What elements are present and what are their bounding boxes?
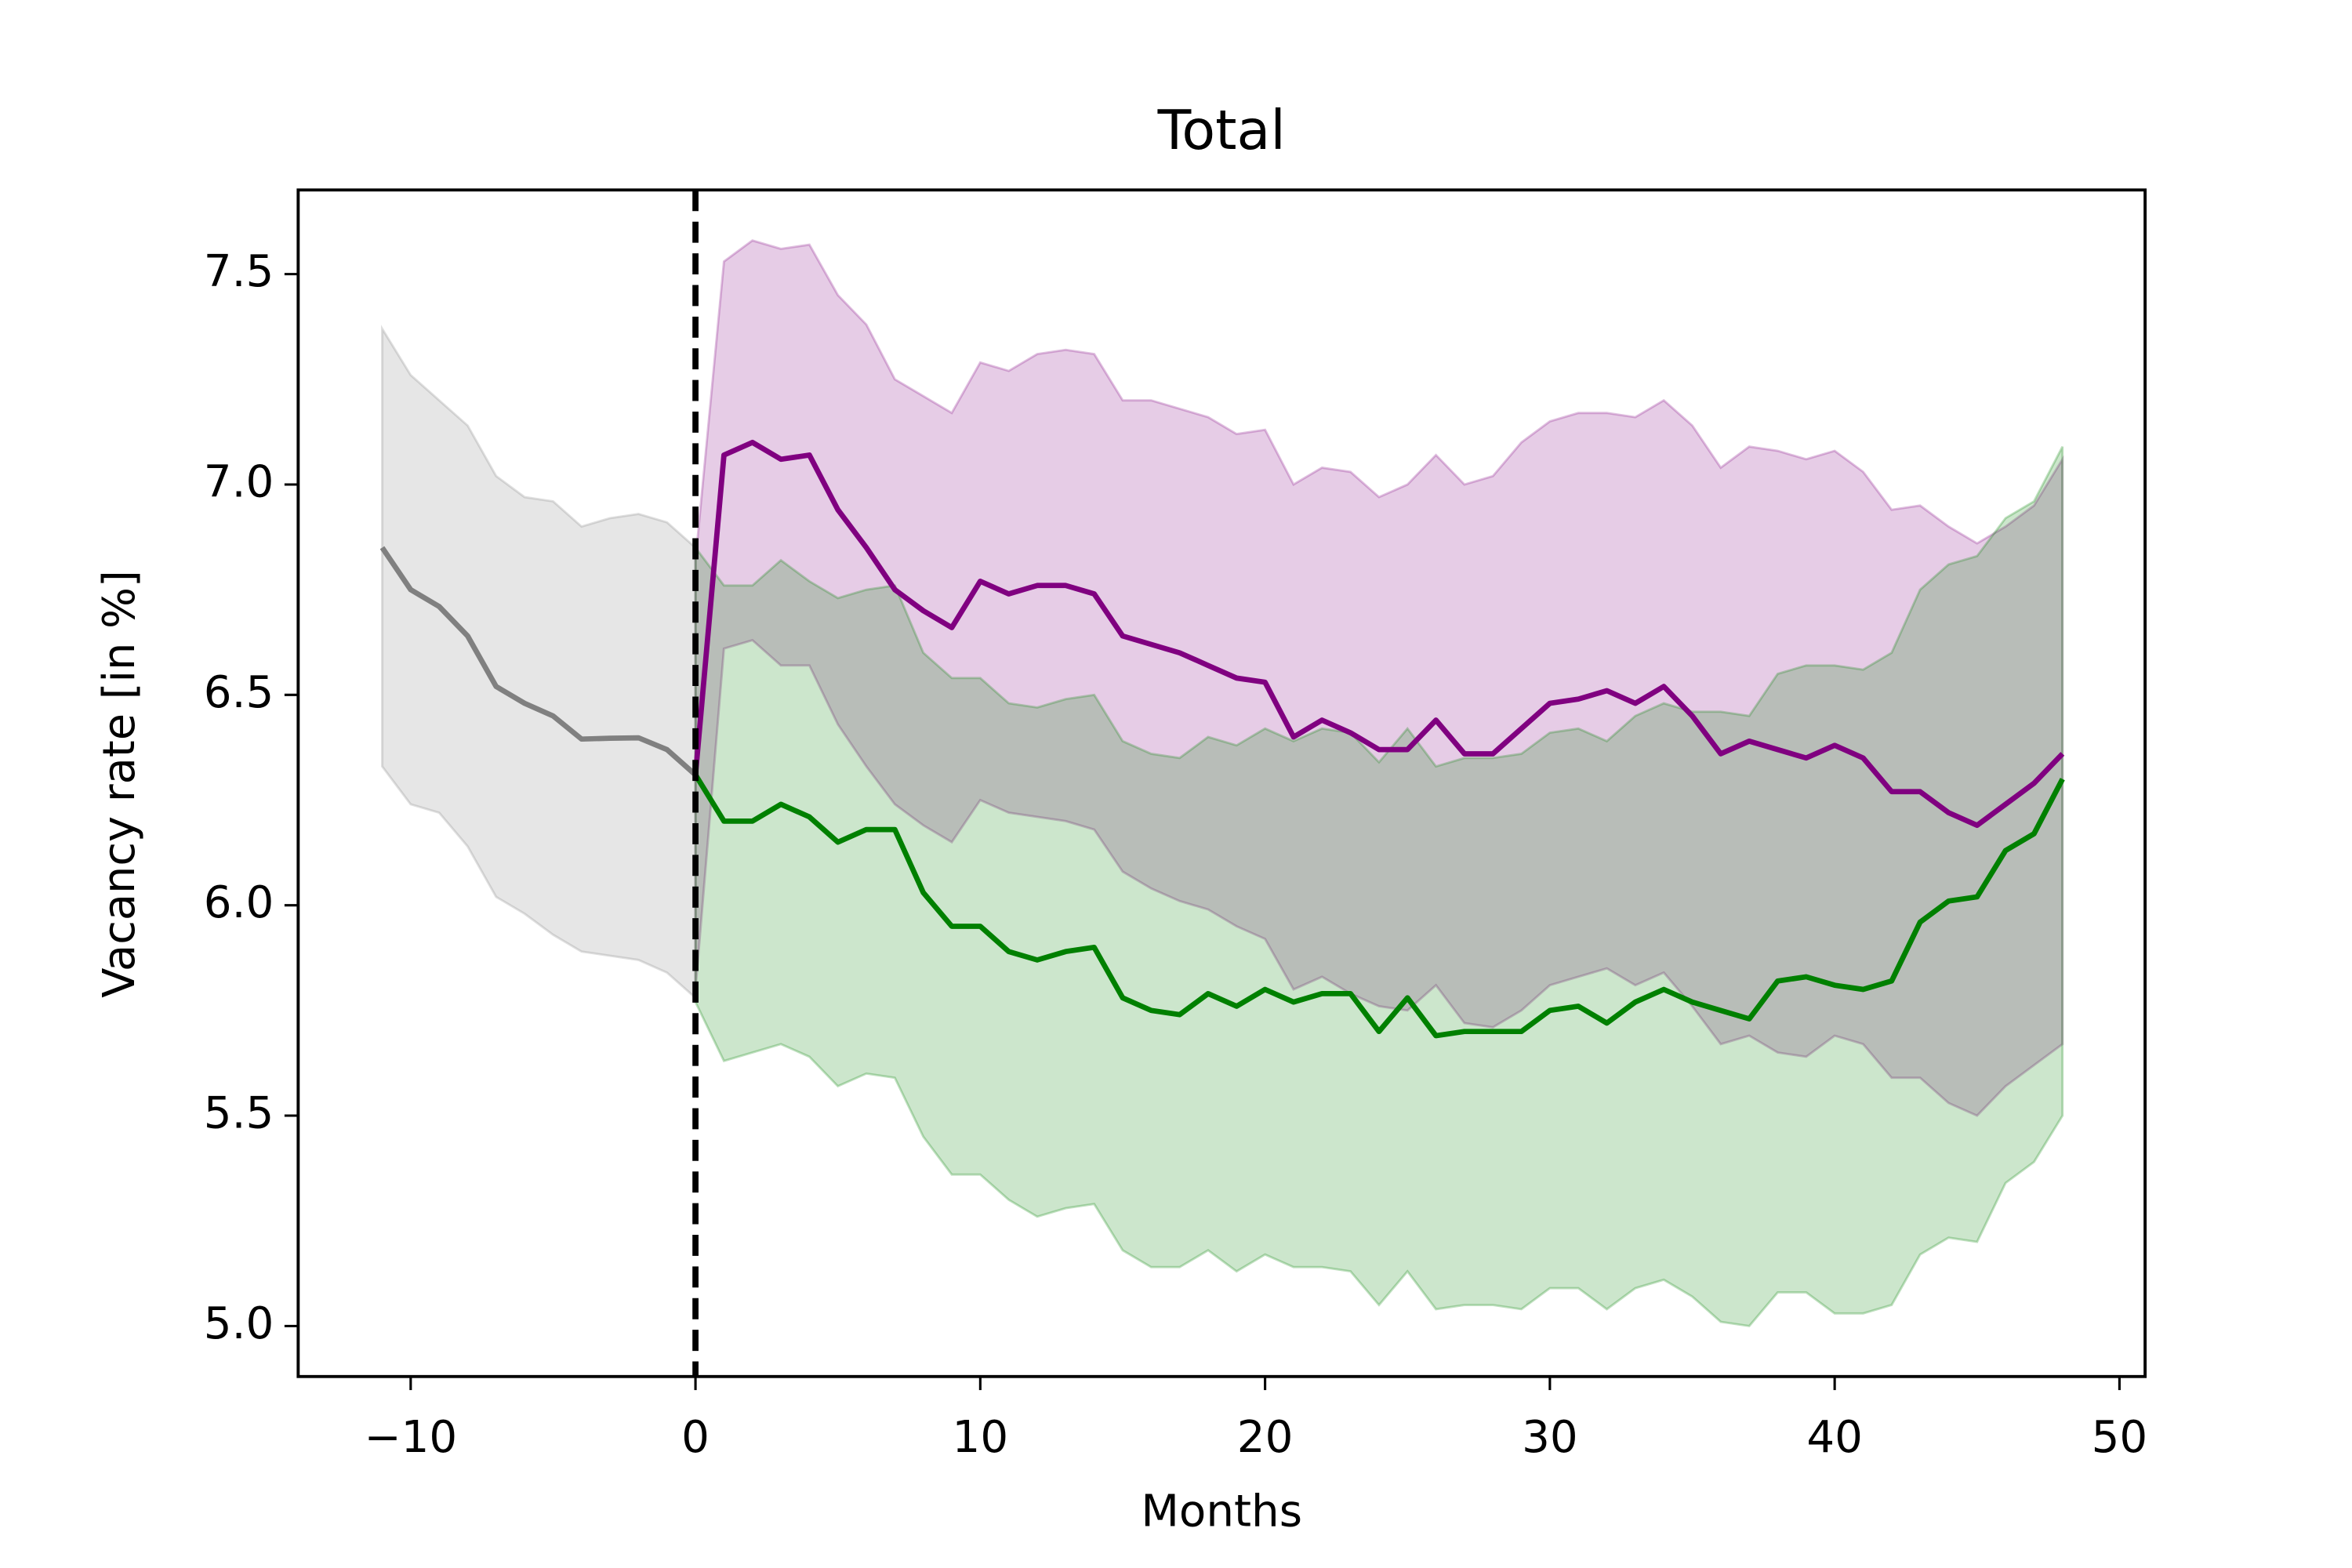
y-tick-label: 5.0 (204, 1298, 274, 1349)
y-tick-label: 7.0 (204, 457, 274, 508)
chart-title: Total (1157, 99, 1286, 162)
x-tick-label: 10 (953, 1412, 1009, 1463)
x-axis-label: Months (1141, 1486, 1302, 1537)
x-tick-label: 0 (681, 1412, 710, 1463)
y-axis-label: Vacancy rate [in %] (94, 570, 145, 998)
confidence-band (694, 239, 2064, 1117)
line (379, 546, 698, 777)
x-tick-label: 20 (1237, 1412, 1294, 1463)
x-tick-label: −10 (364, 1412, 457, 1463)
confidence-band (694, 446, 2064, 1327)
y-tick-label: 6.0 (204, 877, 274, 928)
line (693, 773, 2065, 1039)
x-tick-label: 40 (1806, 1412, 1863, 1463)
axes-frame (296, 188, 2147, 1378)
y-tick-label: 6.5 (204, 667, 274, 718)
y-tick-label: 5.5 (204, 1088, 274, 1139)
line (692, 439, 2065, 829)
plot-area (379, 190, 2065, 1377)
x-tick-label: 30 (1522, 1412, 1578, 1463)
y-tick-label: 7.5 (204, 246, 274, 297)
x-tick-label: 50 (2092, 1412, 2148, 1463)
